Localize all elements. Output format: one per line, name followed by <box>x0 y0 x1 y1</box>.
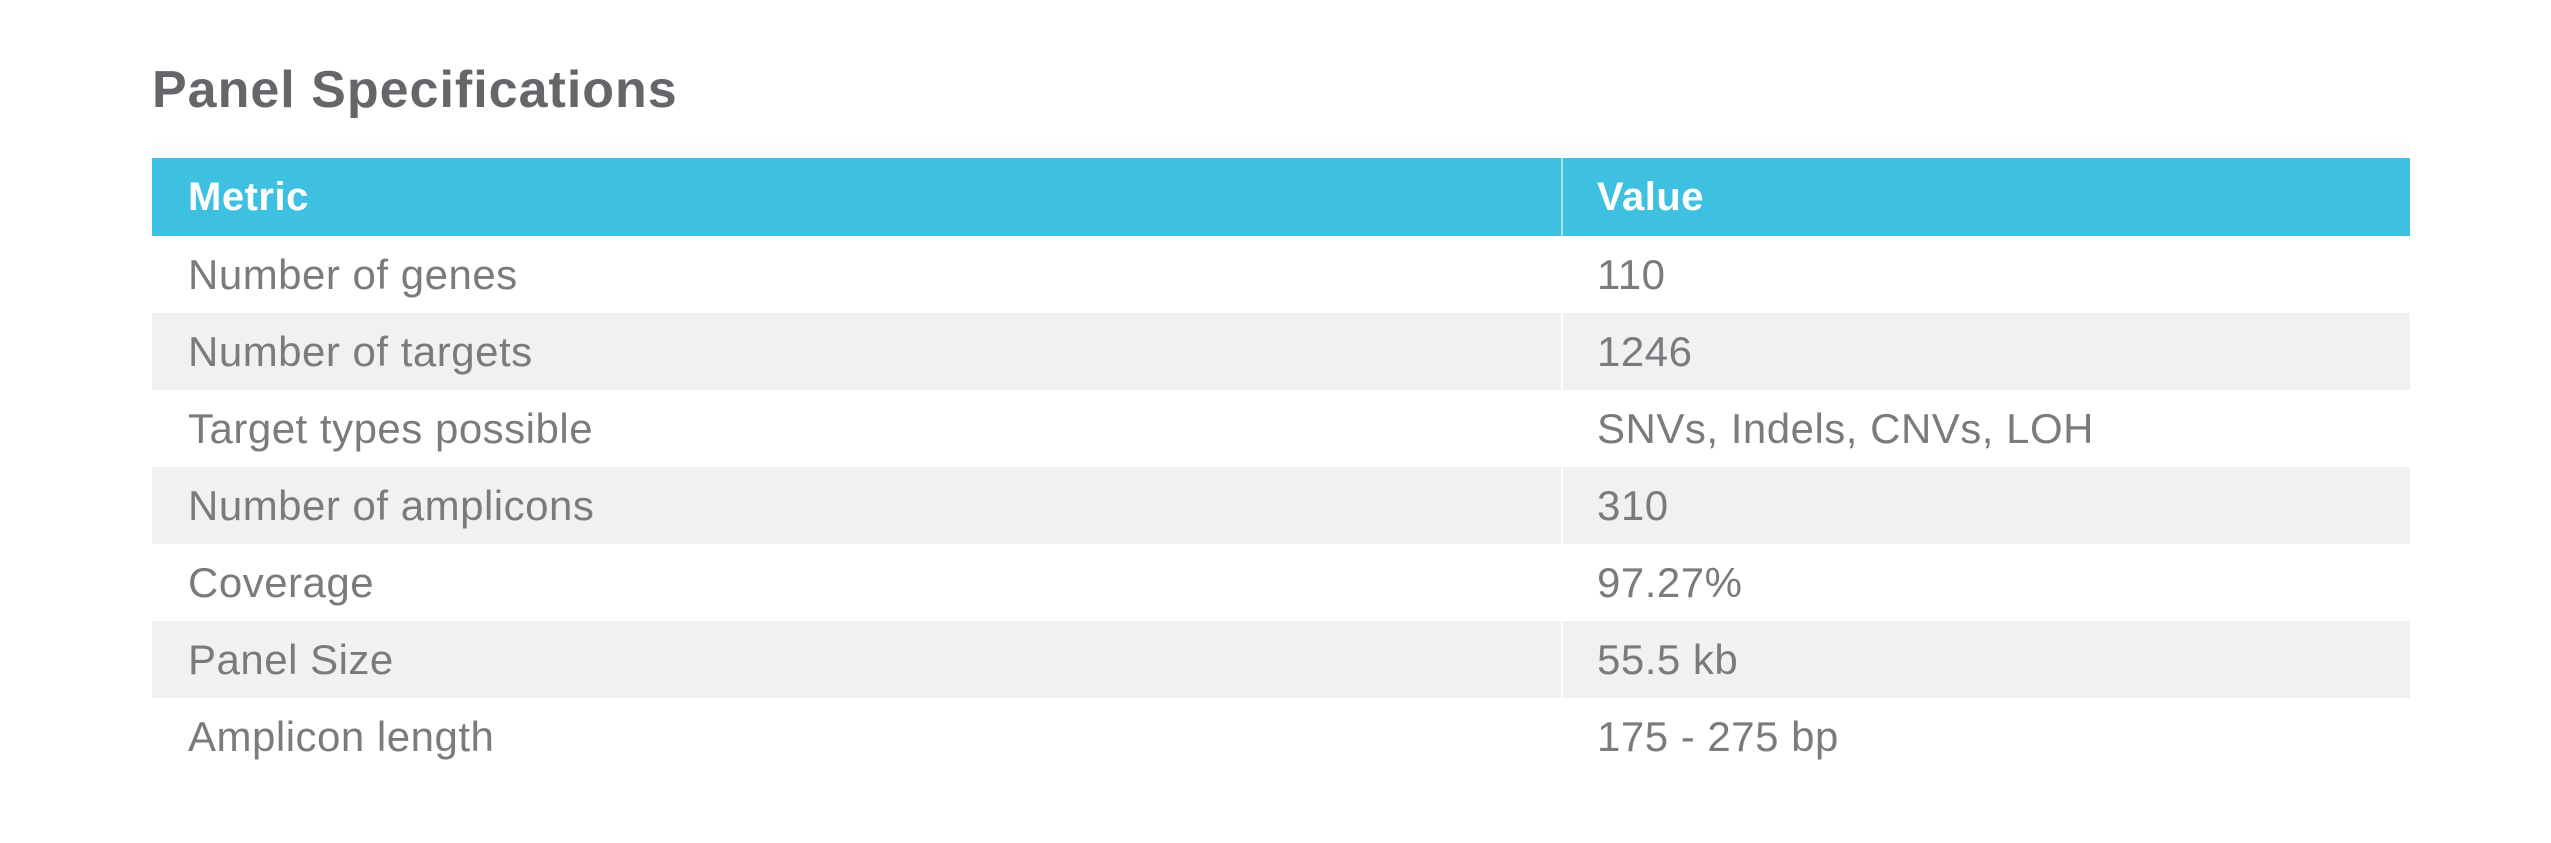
metric-cell: Target types possible <box>152 390 1562 467</box>
table-row: Amplicon length 175 - 275 bp <box>152 698 2410 775</box>
value-cell: 1246 <box>1561 313 2410 390</box>
metric-cell: Panel Size <box>152 621 1562 698</box>
value-cell: 310 <box>1561 467 2410 544</box>
metric-cell: Amplicon length <box>152 698 1562 775</box>
page-title: Panel Specifications <box>152 61 678 119</box>
metric-cell: Number of targets <box>152 313 1562 390</box>
metric-cell: Coverage <box>152 544 1562 621</box>
value-cell: 175 - 275 bp <box>1561 698 2410 775</box>
value-cell: 97.27% <box>1561 544 2410 621</box>
table-row: Target types possible SNVs, Indels, CNVs… <box>152 390 2410 467</box>
metric-cell: Number of amplicons <box>152 467 1562 544</box>
value-cell: SNVs, Indels, CNVs, LOH <box>1561 390 2410 467</box>
table-row: Number of targets 1246 <box>152 313 2410 390</box>
table-row: Panel Size 55.5 kb <box>152 621 2410 698</box>
value-cell: 55.5 kb <box>1561 621 2410 698</box>
table-row: Coverage 97.27% <box>152 544 2410 621</box>
table-row: Number of amplicons 310 <box>152 467 2410 544</box>
table-header-row: Metric Value <box>152 158 2410 236</box>
specs-table: Metric Value Number of genes 110 Number … <box>152 158 2410 775</box>
column-header-value: Value <box>1561 158 2410 236</box>
value-cell: 110 <box>1561 236 2410 313</box>
column-header-metric: Metric <box>152 158 1562 236</box>
table-row: Number of genes 110 <box>152 236 2410 313</box>
metric-cell: Number of genes <box>152 236 1562 313</box>
panel-specifications-table: Metric Value Number of genes 110 Number … <box>152 143 2410 775</box>
table-top-strip <box>152 143 2410 158</box>
